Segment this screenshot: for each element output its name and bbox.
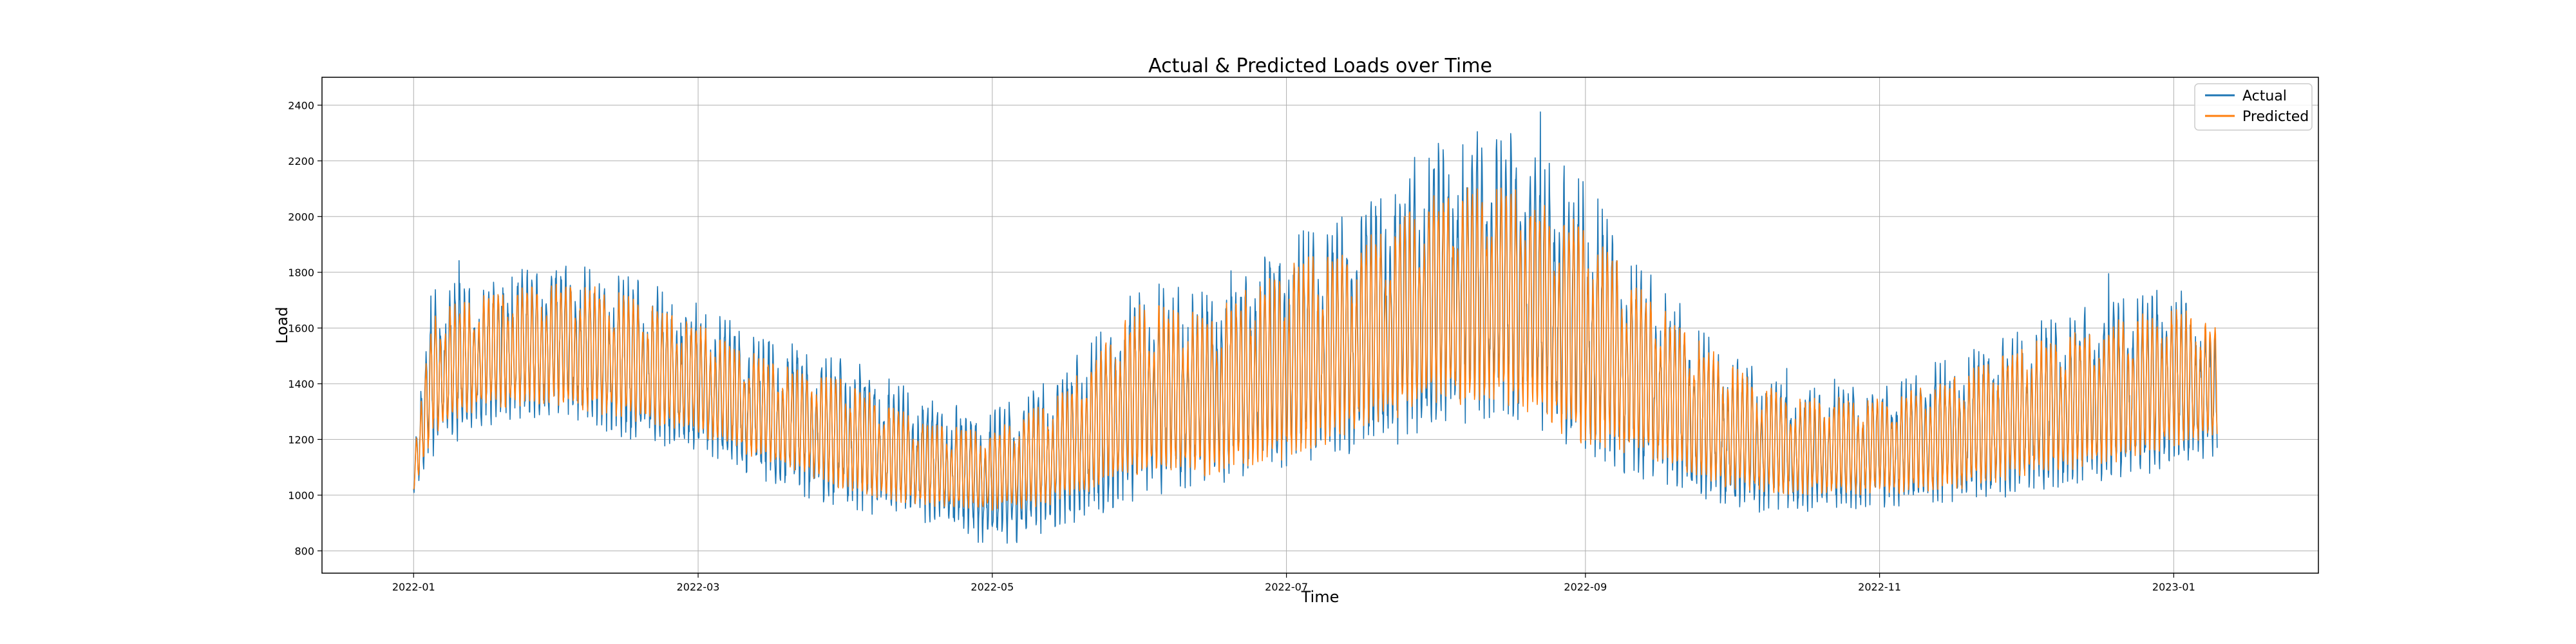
x-axis-label: Time (1301, 588, 1340, 606)
legend-label-actual: Actual (2242, 88, 2287, 104)
y-tick-label: 1400 (288, 378, 314, 390)
x-tick-label: 2022-11 (1858, 581, 1901, 593)
x-tick-label: 2022-03 (677, 581, 720, 593)
x-tick-label: 2022-09 (1564, 581, 1607, 593)
legend: Actual Predicted (2194, 83, 2313, 131)
y-tick-label: 800 (294, 545, 314, 557)
y-tick-label: 2200 (288, 155, 314, 167)
x-tick-label: 2022-07 (1265, 581, 1308, 593)
y-axis-ticks: 800 1000 1200 1400 1600 1800 2000 2200 2400 (288, 99, 322, 557)
y-tick-label: 1200 (288, 433, 314, 446)
y-tick-label: 1600 (288, 322, 314, 334)
x-tick-label: 2022-01 (392, 581, 435, 593)
y-axis-label: Load (273, 307, 291, 344)
grid (322, 77, 2318, 573)
legend-label-predicted: Predicted (2242, 109, 2309, 125)
chart-title: Actual & Predicted Loads over Time (1148, 55, 1492, 77)
y-tick-label: 2400 (288, 99, 314, 111)
plot-frame (321, 77, 2319, 574)
series-layer (413, 111, 2218, 544)
y-tick-label: 2000 (288, 211, 314, 223)
x-tick-label: 2022-05 (971, 581, 1014, 593)
series-line-predicted (413, 187, 2218, 511)
x-tick-label: 2023-01 (2152, 581, 2195, 593)
y-tick-label: 1800 (288, 267, 314, 279)
y-tick-label: 1000 (288, 489, 314, 502)
x-axis-ticks: 2022-01 2022-03 2022-05 2022-07 2022-09 2022-… (392, 573, 2195, 593)
